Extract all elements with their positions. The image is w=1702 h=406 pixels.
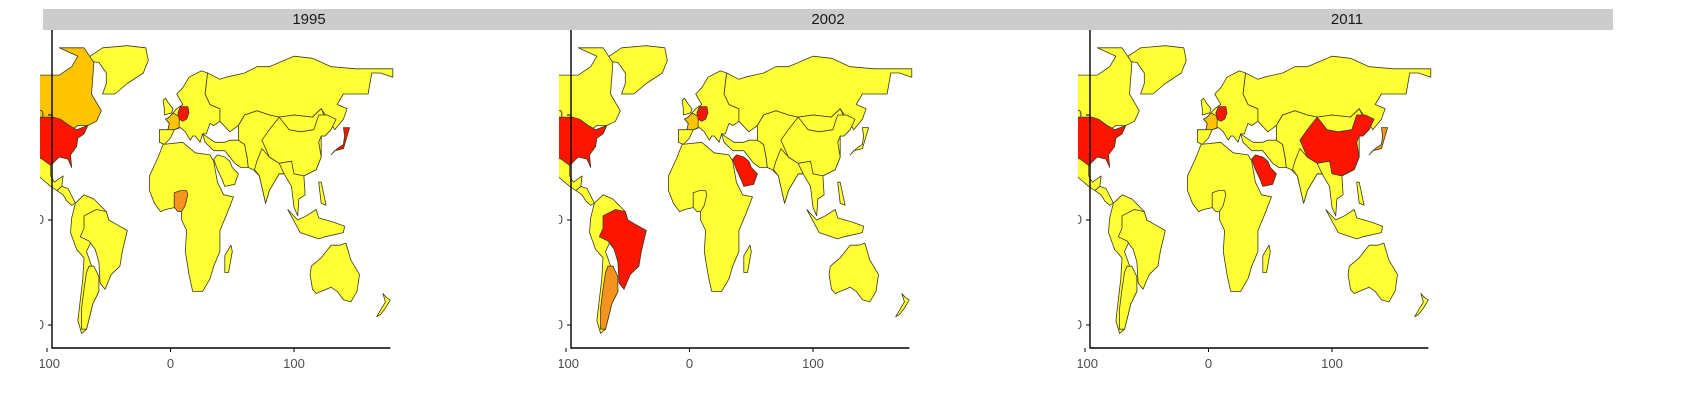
world-map: 50 0 -50 -100 0 100	[1078, 30, 1432, 371]
country-russia	[1242, 55, 1432, 133]
country-nz	[376, 293, 391, 318]
country-india	[254, 148, 285, 204]
country-uk	[681, 97, 693, 116]
country-japan	[849, 127, 870, 156]
country-france	[1203, 112, 1219, 131]
country-nz	[895, 293, 910, 318]
country-mexico	[1078, 157, 1102, 192]
country-madagascar	[743, 244, 752, 273]
y-tick-label: 0	[1078, 212, 1082, 227]
x-tick-label: 0	[167, 356, 174, 371]
country-uk	[162, 97, 174, 116]
country-saudi	[213, 154, 239, 187]
country-australia	[309, 242, 360, 303]
y-tick-label: -50	[1078, 317, 1082, 332]
country-argentina	[600, 265, 619, 330]
country-uk	[1200, 97, 1212, 116]
country-madagascar	[1262, 244, 1271, 273]
country-nigeria	[1211, 190, 1227, 213]
country-indonesia	[806, 209, 865, 240]
x-tick-label: -100	[559, 356, 579, 371]
country-germany	[1215, 106, 1228, 122]
country-indonesia	[287, 209, 346, 240]
country-mexico	[559, 157, 583, 192]
facet-strip-year: 1995	[43, 9, 575, 30]
country-brazil	[598, 209, 647, 290]
country-greenland	[602, 45, 668, 95]
country-greenland	[1121, 45, 1187, 95]
country-germany	[696, 106, 709, 122]
country-philippines	[318, 181, 327, 206]
country-africa	[149, 141, 234, 292]
country-brazil	[1117, 209, 1166, 290]
country-nigeria	[692, 190, 708, 213]
country-germany	[177, 106, 190, 122]
country-australia	[1347, 242, 1398, 303]
country-central	[1094, 185, 1114, 206]
y-tick-label: 50	[1078, 107, 1082, 122]
country-africa	[668, 141, 753, 292]
world-map: 50 0 -50 -100 0 100	[559, 30, 913, 371]
y-tick-label: -50	[559, 317, 563, 332]
country-saudi	[1251, 154, 1277, 187]
x-tick-label: 0	[686, 356, 693, 371]
country-mexico	[40, 157, 64, 192]
country-india	[1292, 148, 1323, 204]
countries	[40, 45, 394, 334]
country-brazil	[79, 209, 128, 290]
country-indonesia	[1325, 209, 1384, 240]
country-madagascar	[224, 244, 233, 273]
country-france	[684, 112, 700, 131]
country-japan	[330, 127, 351, 156]
y-tick-label: 50	[559, 107, 563, 122]
x-tick-label: 0	[1205, 356, 1212, 371]
axis-lines	[1089, 30, 1429, 349]
country-argentina	[81, 265, 100, 330]
country-china	[1299, 114, 1375, 177]
country-central	[56, 185, 76, 206]
axis-lines	[570, 30, 910, 349]
country-central	[575, 185, 595, 206]
world-map: 50 0 -50 -100 0 100	[40, 30, 394, 371]
country-russia	[723, 55, 913, 133]
country-france	[165, 112, 181, 131]
countries	[1078, 45, 1432, 334]
x-tick-label: -100	[1078, 356, 1098, 371]
country-saudi	[732, 154, 758, 187]
facet-panel-1: 1995 50 0 -50 -100 0 100	[40, 0, 575, 406]
country-philippines	[837, 181, 846, 206]
x-tick-label: -100	[40, 356, 60, 371]
country-greenland	[83, 45, 149, 95]
x-tick-label: 100	[283, 356, 305, 371]
y-tick-label: 0	[40, 212, 44, 227]
country-australia	[828, 242, 879, 303]
x-tick-label: 100	[802, 356, 824, 371]
facet-panel-3: 2011 50 0 -50 -100 0 100	[1078, 0, 1613, 406]
country-china	[780, 114, 856, 177]
country-nigeria	[173, 190, 189, 213]
country-india	[773, 148, 804, 204]
y-tick-label: -50	[40, 317, 44, 332]
facet-strip-year: 2011	[1081, 9, 1613, 30]
countries	[559, 45, 913, 334]
y-tick-label: 50	[40, 107, 44, 122]
facet-strip-year: 2002	[562, 9, 1094, 30]
facet-panel-2: 2002 50 0 -50 -100 0 100	[559, 0, 1094, 406]
y-tick-label: 0	[559, 212, 563, 227]
axis-lines	[51, 30, 391, 349]
country-russia	[204, 55, 394, 133]
country-philippines	[1356, 181, 1365, 206]
country-china	[261, 114, 337, 177]
country-nz	[1414, 293, 1429, 318]
country-africa	[1187, 141, 1272, 292]
x-tick-label: 100	[1321, 356, 1343, 371]
country-japan	[1368, 127, 1389, 156]
country-argentina	[1119, 265, 1138, 330]
